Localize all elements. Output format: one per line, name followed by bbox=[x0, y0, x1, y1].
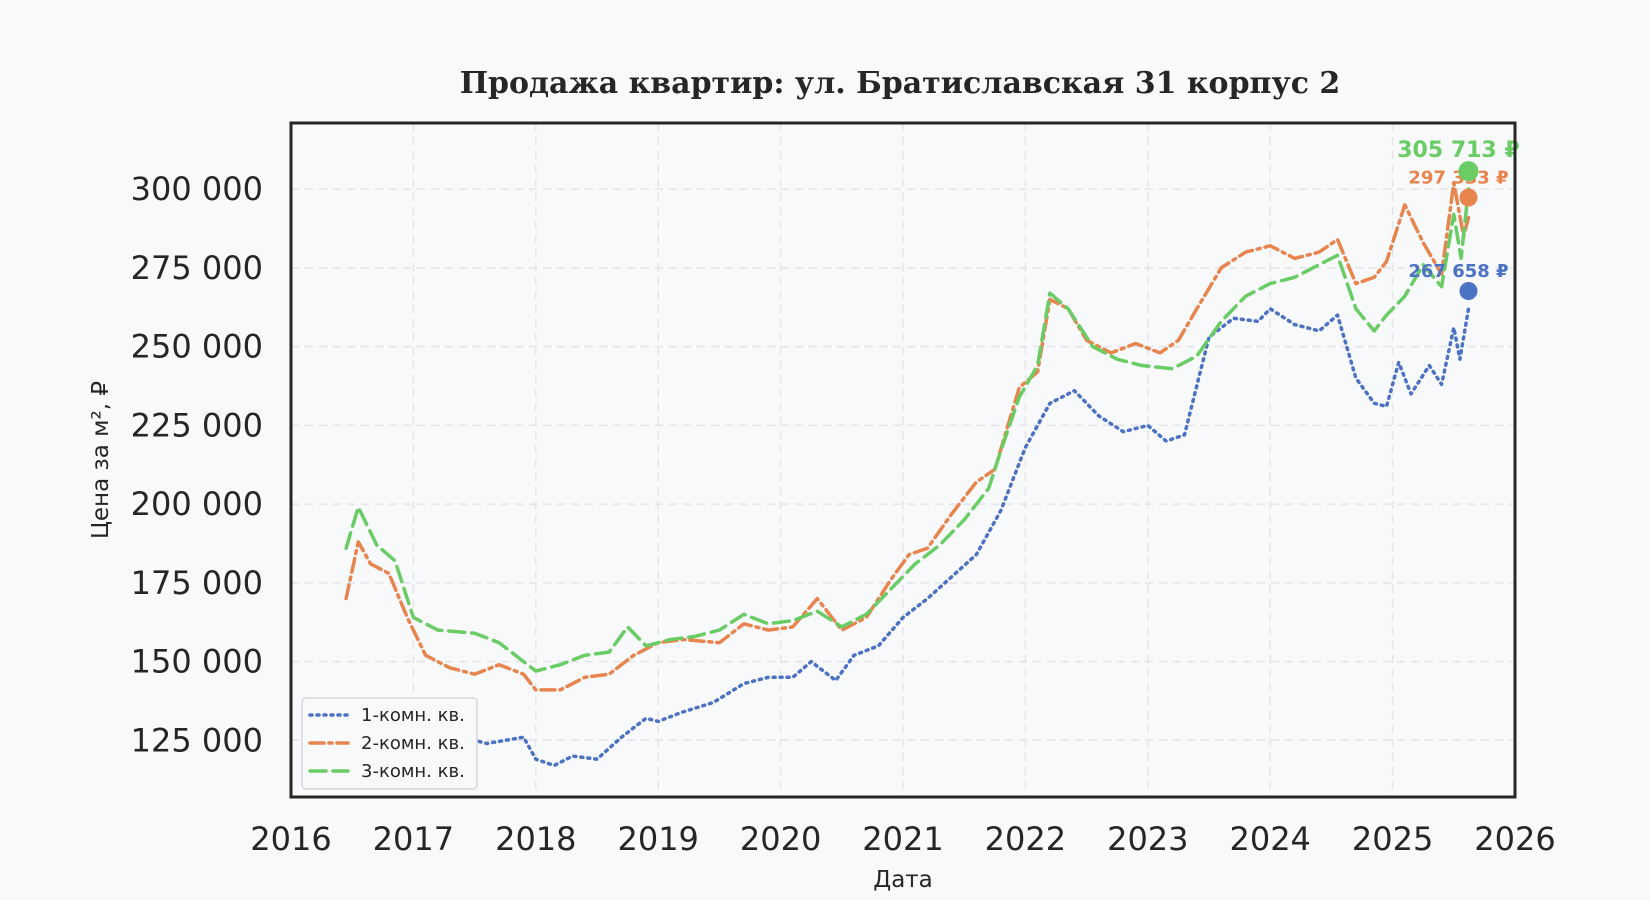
series-line-1 bbox=[356, 307, 1471, 768]
x-tick-label: 2022 bbox=[985, 820, 1066, 858]
legend-label-2: 2-комн. кв. bbox=[361, 733, 465, 754]
y-tick-label: 250 000 bbox=[131, 328, 263, 366]
legend-label-3: 3-комн. кв. bbox=[361, 761, 465, 782]
end-value-label-1: 267 658 ₽ bbox=[1408, 261, 1508, 282]
end-value-label-2: 297 333 ₽ bbox=[1408, 168, 1508, 189]
x-tick-label: 2023 bbox=[1107, 820, 1188, 858]
x-tick-label: 2025 bbox=[1352, 820, 1433, 858]
legend-label-1: 1-комн. кв. bbox=[361, 705, 465, 726]
end-point-2 bbox=[1459, 188, 1478, 207]
x-tick-label: 2021 bbox=[862, 820, 943, 858]
y-tick-label: 225 000 bbox=[131, 406, 263, 444]
x-tick-label: 2016 bbox=[250, 820, 331, 858]
grid bbox=[290, 123, 1516, 797]
x-tick-label: 2017 bbox=[373, 820, 454, 858]
end-value-label-3: 305 713 ₽ bbox=[1397, 138, 1519, 163]
plot-frame bbox=[289, 121, 1517, 799]
y-tick-label: 300 000 bbox=[131, 170, 263, 208]
x-tick-label: 2026 bbox=[1474, 820, 1555, 858]
y-tick-label: 275 000 bbox=[131, 249, 263, 287]
series-line-3 bbox=[344, 187, 1471, 673]
series-layer bbox=[344, 181, 1471, 768]
legend-box bbox=[301, 697, 478, 790]
x-tick-label: 2020 bbox=[740, 820, 821, 858]
y-axis-label: Цена за м², ₽ bbox=[88, 381, 114, 539]
x-tick-label: 2018 bbox=[495, 820, 576, 858]
x-axis-ticks: 2016 2017 2018 2019 2020 2021 2022 2023 2024 2025… bbox=[250, 820, 1555, 858]
x-axis-label: Дата bbox=[873, 867, 933, 893]
y-axis-ticks: 125 000 150 000 175 000 200 000 225 000 250 0… bbox=[131, 170, 263, 759]
x-tick-label: 2019 bbox=[617, 820, 698, 858]
legend: 1-комн. кв. 2-комн. кв. 3-комн. кв. bbox=[301, 697, 478, 790]
series-line-2 bbox=[344, 181, 1471, 692]
chart-title: Продажа квартир: ул. Братиславская 31 ко… bbox=[460, 66, 1341, 101]
y-tick-label: 200 000 bbox=[131, 485, 263, 523]
y-tick-label: 125 000 bbox=[131, 721, 263, 759]
y-tick-label: 175 000 bbox=[131, 564, 263, 602]
end-point-1 bbox=[1459, 282, 1478, 301]
end-markers: 267 658 ₽ 297 333 ₽ 305 713 ₽ bbox=[1397, 138, 1520, 301]
x-tick-label: 2024 bbox=[1229, 820, 1310, 858]
end-point-3 bbox=[1458, 161, 1479, 182]
y-tick-label: 150 000 bbox=[131, 643, 263, 681]
